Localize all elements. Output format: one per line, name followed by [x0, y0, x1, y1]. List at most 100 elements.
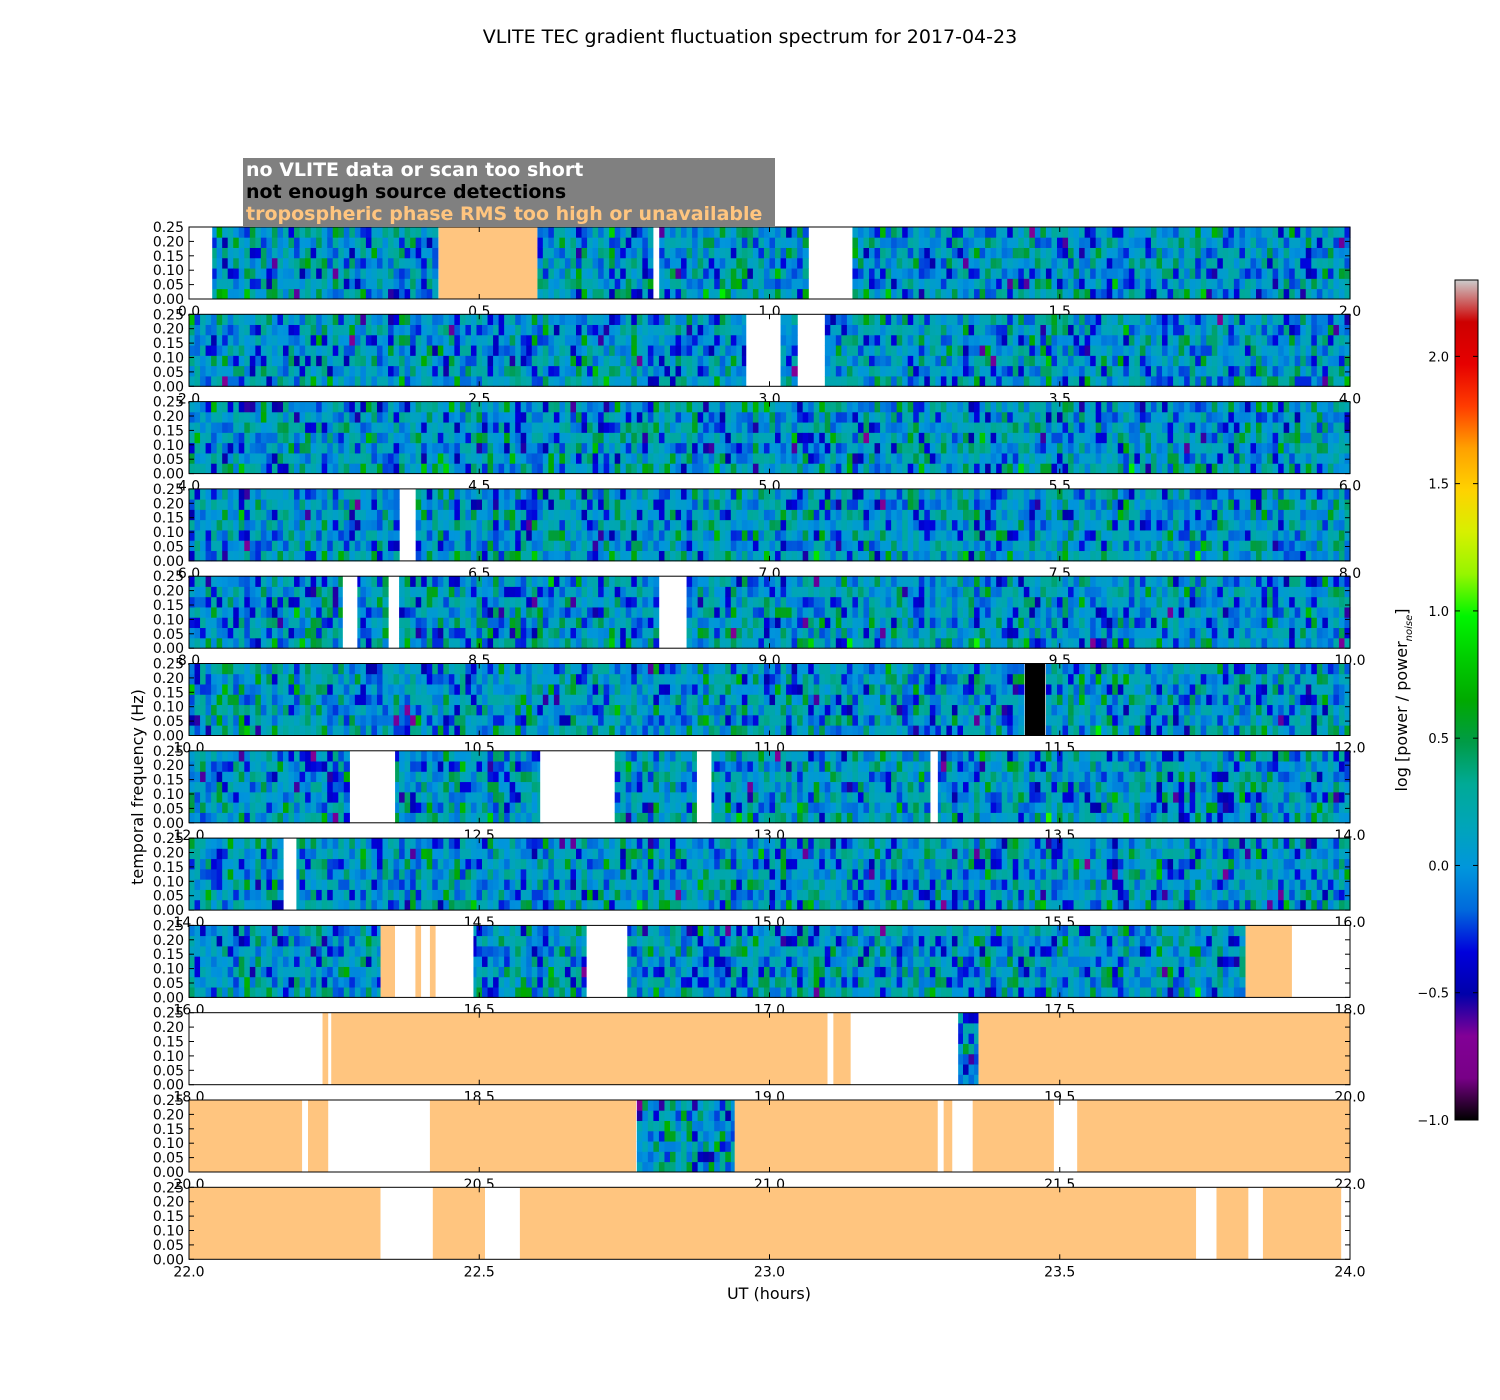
heatmap-cell: [1289, 411, 1296, 423]
heatmap-cell: [1084, 422, 1091, 433]
heatmap-cell: [1244, 365, 1252, 377]
heatmap-cell: [238, 432, 245, 444]
heatmap-cell: [935, 237, 942, 248]
heatmap-cell: [609, 509, 616, 521]
heatmap-cell: [775, 268, 782, 279]
heatmap-cell: [1167, 257, 1174, 269]
heatmap-cell: [570, 550, 577, 562]
heatmap-cell: [1012, 237, 1019, 248]
heatmap-cell: [537, 257, 544, 269]
heatmap-cell: [658, 550, 666, 562]
heatmap-cell: [1045, 288, 1053, 300]
heatmap-cell: [487, 453, 494, 464]
heatmap-cell: [1278, 463, 1285, 474]
heatmap-cell: [1106, 442, 1113, 454]
heatmap-cell: [576, 530, 583, 541]
heatmap-cell: [1184, 432, 1191, 444]
heatmap-cell: [1145, 288, 1152, 300]
heatmap-cell: [233, 334, 240, 346]
heatmap-cell: [647, 530, 654, 541]
heatmap-cell: [465, 334, 472, 346]
heatmap-cell: [415, 314, 422, 325]
heatmap-cell: [968, 463, 975, 474]
heatmap-cell: [1034, 345, 1041, 356]
heatmap-cell: [537, 463, 544, 474]
heatmap-cell: [1283, 227, 1290, 238]
heatmap-cell: [880, 411, 887, 423]
heatmap-cell: [681, 278, 688, 290]
heatmap-cell: [1123, 314, 1130, 325]
heatmap-cell: [1300, 401, 1307, 413]
heatmap-cell: [1311, 237, 1318, 248]
heatmap-cell: [349, 509, 356, 521]
heatmap-cell: [1007, 401, 1014, 413]
heatmap-cell: [1289, 247, 1296, 259]
heatmap-cell: [277, 540, 284, 552]
heatmap-cell: [1056, 345, 1064, 356]
heatmap-cell: [437, 376, 444, 387]
heatmap-cell: [509, 509, 516, 521]
heatmap-cell: [802, 227, 809, 238]
heatmap-cell: [531, 411, 538, 423]
heatmap-cell: [1051, 463, 1058, 474]
heatmap-cell: [1062, 376, 1069, 387]
heatmap-cell: [415, 432, 422, 444]
heatmap-cell: [642, 509, 649, 521]
heatmap-cell: [846, 355, 854, 367]
heatmap-cell: [260, 345, 267, 356]
heatmap-cell: [559, 453, 566, 464]
heatmap-cell: [233, 432, 240, 444]
heatmap-cell: [454, 314, 461, 325]
heatmap-cell: [885, 314, 892, 325]
heatmap-cell: [703, 422, 710, 433]
heatmap-cell: [233, 227, 240, 238]
heatmap-cell: [371, 519, 378, 531]
heatmap-cell: [758, 453, 765, 464]
heatmap-cell: [642, 540, 649, 552]
heatmap-cell: [642, 432, 649, 444]
heatmap-cell: [1300, 355, 1307, 367]
heatmap-cell: [476, 499, 483, 510]
heatmap-cell: [537, 314, 544, 325]
panels: 0.000.050.100.150.200.250.0 0.5 1.0 1.5 2.00…: [153, 220, 1366, 1280]
heatmap-cell: [769, 268, 776, 279]
heatmap-cell: [686, 463, 693, 474]
heatmap-cell: [1239, 345, 1246, 356]
heatmap-cell: [1261, 376, 1268, 387]
heatmap-cell: [1167, 365, 1174, 377]
heatmap-cell: [316, 257, 323, 269]
heatmap-cell: [244, 278, 251, 290]
heatmap-cell: [963, 247, 970, 259]
heatmap-cell: [968, 401, 975, 413]
heatmap-cell: [896, 432, 903, 444]
heatmap-cell: [1001, 432, 1008, 444]
heatmap-cell: [913, 314, 920, 325]
heatmap-cell: [233, 288, 240, 300]
heatmap-cell: [1068, 432, 1075, 444]
heatmap-cell: [542, 530, 549, 541]
heatmap-cell: [869, 227, 876, 238]
heatmap-cell: [625, 530, 632, 541]
heatmap-cell: [332, 463, 339, 474]
heatmap-cell: [482, 432, 489, 444]
heatmap-cell: [996, 324, 1003, 336]
heatmap-cell: [1233, 432, 1241, 444]
heatmap-cell: [758, 268, 765, 279]
heatmap-cell: [448, 432, 455, 444]
heatmap-cell: [730, 432, 737, 444]
heatmap-cell: [957, 278, 964, 290]
heatmap-cell: [714, 345, 721, 356]
heatmap-cell: [1278, 401, 1285, 413]
heatmap-cell: [614, 355, 621, 367]
heatmap-cell: [576, 519, 583, 531]
heatmap-cell: [1062, 278, 1069, 290]
heatmap-cell: [1316, 365, 1323, 377]
heatmap-cell: [802, 530, 809, 541]
heatmap-cell: [658, 442, 666, 454]
heatmap-cell: [614, 365, 621, 377]
heatmap-cell: [1095, 237, 1102, 248]
heatmap-cell: [216, 422, 223, 433]
heatmap-cell: [1267, 401, 1274, 413]
heatmap-cell: [1090, 334, 1097, 346]
heatmap-cell: [714, 488, 721, 500]
